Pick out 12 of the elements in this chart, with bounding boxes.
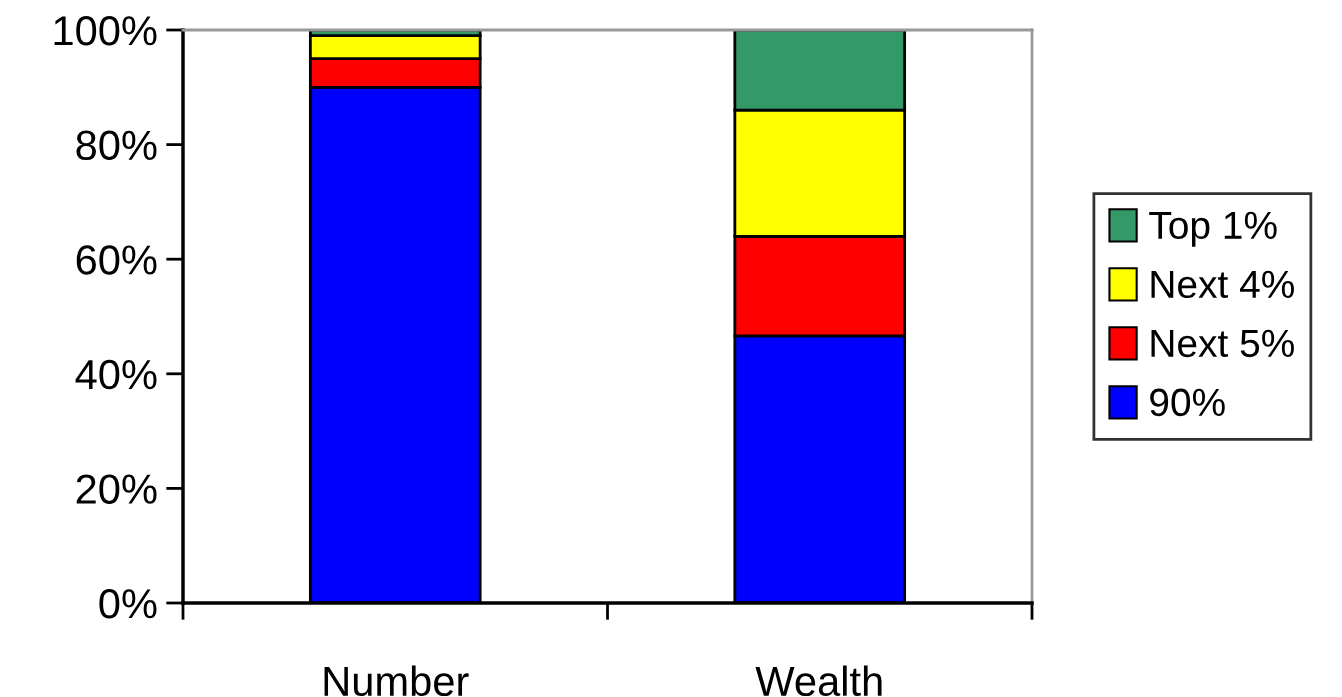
x-tick-label: Number — [324, 665, 469, 697]
y-tick-label: 0% — [99, 589, 157, 619]
y-tick-label: 60% — [76, 245, 157, 275]
y-tick-label: 20% — [76, 474, 157, 504]
y-tick-label: 80% — [76, 130, 157, 161]
legend-label: 90% — [1150, 388, 1225, 417]
y-tick-label: 40% — [75, 359, 157, 390]
legend-label: Next 4% — [1151, 270, 1294, 299]
legend-label: Next 5% — [1151, 329, 1294, 358]
legend-label: Top 1% — [1149, 211, 1277, 247]
y-tick-label: 100% — [54, 16, 157, 46]
x-tick-label: Wealth — [755, 665, 882, 697]
